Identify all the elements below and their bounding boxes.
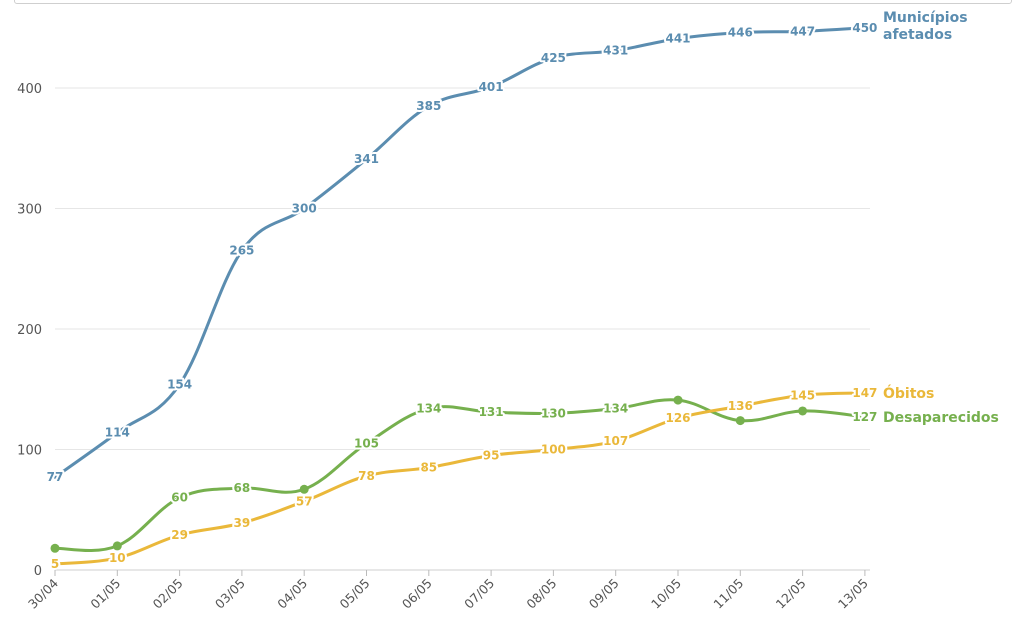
x-tick-label: 02/05	[150, 576, 186, 612]
x-tick-label: 30/04	[25, 575, 61, 611]
data-label-desaparecidos: 127	[852, 410, 877, 424]
data-label-obitos: 100	[541, 443, 566, 457]
x-tick-label: 01/05	[87, 576, 123, 612]
series-name-obitos: Óbitos	[883, 384, 934, 402]
data-labels: 77 114 154 265 300 341 385 401 425 431 441 446 447 45…	[45, 19, 880, 573]
x-tick-label: 09/05	[586, 576, 622, 612]
data-label-desaparecidos: 60	[171, 491, 188, 505]
x-tick-label: 06/05	[399, 576, 435, 612]
x-axis: 30/04 01/05 02/05 03/05 04/05 05/05 06/05 07/05…	[25, 569, 871, 612]
data-label-obitos: 145	[790, 388, 815, 402]
data-label-municipios: 447	[790, 24, 815, 38]
data-label-municipios: 300	[292, 202, 317, 216]
x-tick-label: 10/05	[648, 576, 684, 612]
data-label-municipios: 450	[852, 21, 877, 35]
data-label-municipios: 441	[665, 32, 690, 46]
data-label-municipios: 154	[167, 377, 192, 391]
data-label-municipios: 385	[416, 99, 441, 113]
data-label-obitos: 10	[109, 551, 126, 565]
x-tick-label: 11/05	[710, 576, 746, 612]
series-lines	[50, 26, 867, 566]
data-label-obitos: 95	[483, 449, 500, 463]
series-line-municipios	[53, 26, 867, 479]
x-tick-label: 04/05	[274, 576, 310, 612]
x-tick-label: 12/05	[773, 576, 809, 612]
point-marker-desaparecidos	[112, 541, 122, 551]
data-label-obitos: 147	[852, 386, 877, 400]
series-name-line: afetados	[883, 27, 952, 43]
series-name-line: Óbitos	[883, 384, 934, 402]
point-marker-desaparecidos	[735, 416, 745, 426]
data-label-obitos: 85	[420, 461, 437, 475]
x-tick-label: 05/05	[337, 576, 373, 612]
data-label-obitos: 78	[358, 469, 375, 483]
y-tick-label: 400	[17, 82, 42, 97]
y-tick-label: 300	[17, 203, 42, 218]
x-tick-label: 07/05	[461, 576, 497, 612]
series-name-municipios: Municípios afetados	[883, 10, 968, 43]
point-marker-desaparecidos	[798, 406, 808, 416]
data-label-municipios: 77	[47, 470, 64, 484]
data-label-municipios: 114	[105, 426, 130, 440]
data-label-municipios: 265	[229, 244, 254, 258]
y-tick-label: 0	[34, 564, 42, 579]
data-label-desaparecidos: 130	[541, 406, 566, 420]
data-label-obitos: 57	[296, 494, 313, 508]
data-label-obitos: 107	[603, 434, 628, 448]
data-label-obitos: 126	[665, 411, 690, 425]
series-name-line: Desaparecidos	[883, 410, 999, 426]
data-label-municipios: 431	[603, 44, 628, 58]
data-label-desaparecidos: 134	[603, 402, 628, 416]
series-names: Municípios afetados Desaparecidos Óbitos	[883, 10, 999, 426]
y-axis: 0 100 200 300 400	[17, 82, 42, 579]
data-label-municipios: 446	[728, 26, 753, 40]
data-label-obitos: 5	[51, 557, 59, 571]
point-marker-desaparecidos	[299, 484, 309, 494]
data-label-desaparecidos: 105	[354, 436, 379, 450]
x-tick-label: 08/05	[523, 576, 559, 612]
top-panel-edge	[14, 0, 1012, 4]
series-line-desaparecidos	[53, 398, 867, 553]
data-label-desaparecidos: 134	[416, 402, 441, 416]
data-label-obitos: 136	[728, 399, 753, 413]
data-label-desaparecidos: 68	[234, 481, 251, 495]
data-label-municipios: 341	[354, 152, 379, 166]
series-name-desaparecidos: Desaparecidos	[883, 410, 999, 426]
point-marker-desaparecidos	[50, 543, 60, 553]
data-label-obitos: 29	[171, 528, 188, 542]
data-label-municipios: 401	[479, 80, 504, 94]
data-label-municipios: 425	[541, 51, 566, 65]
data-label-desaparecidos: 131	[479, 405, 504, 419]
data-label-obitos: 39	[234, 516, 251, 530]
y-tick-label: 100	[17, 444, 42, 459]
point-marker-desaparecidos	[673, 395, 683, 405]
series-line-obitos	[53, 391, 867, 566]
series-name-line: Municípios	[883, 10, 968, 26]
x-tick-label: 13/05	[835, 576, 871, 612]
y-tick-label: 200	[17, 323, 42, 338]
x-tick-label: 03/05	[212, 576, 248, 612]
